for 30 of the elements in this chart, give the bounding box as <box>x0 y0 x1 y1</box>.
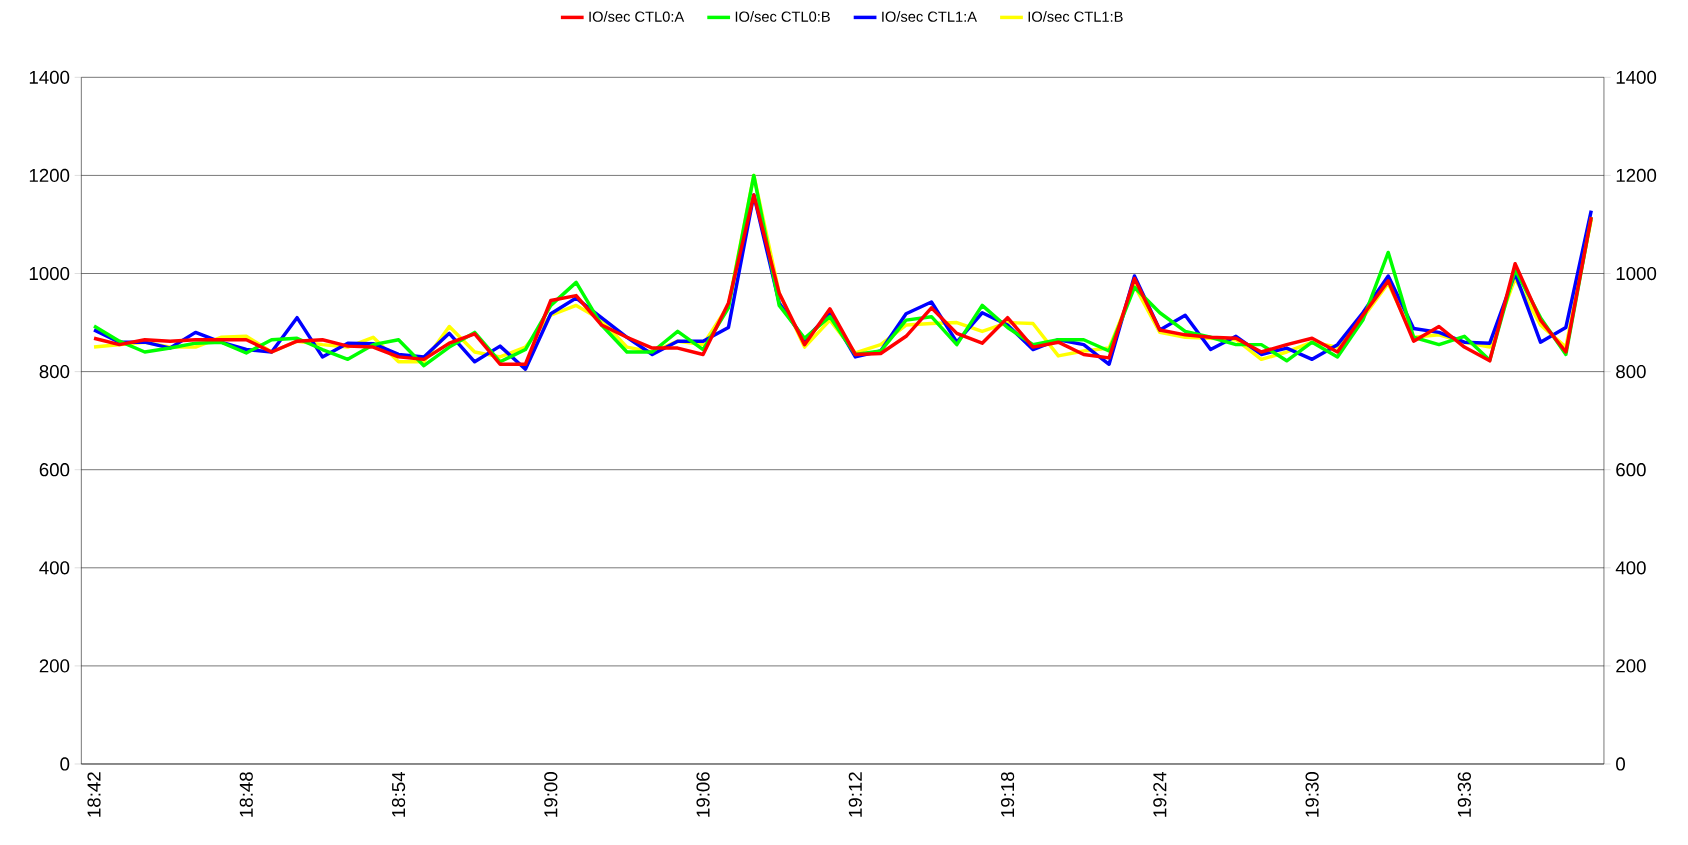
y-tick-label: 400 <box>39 561 70 575</box>
x-tick-label: 19:12 <box>848 772 862 817</box>
y2-tick-label: 800 <box>1616 364 1646 379</box>
y2-tick-label: 0 <box>1616 757 1625 771</box>
y2-tick-label: 1400 <box>1616 70 1657 84</box>
x-tick-label: 19:18 <box>1000 772 1015 817</box>
y2-tick-label: 200 <box>1616 659 1646 673</box>
y-tick-label: 0 <box>60 757 70 771</box>
y2-tick-label: 400 <box>1615 561 1646 575</box>
x-tick-label: 19:06 <box>696 772 710 817</box>
x-tick-label: 18:42 <box>87 772 101 817</box>
y-tick-label: 200 <box>39 659 70 673</box>
legend-label: IO/sec CTL1:A <box>882 10 977 22</box>
legend-label: IO/sec CTL0:A <box>589 10 685 22</box>
y-tick-label: 1000 <box>29 266 70 280</box>
legend-label: IO/sec CTL0:B <box>735 10 830 22</box>
x-tick-label: 18:48 <box>239 772 253 817</box>
y2-tick-label: 1000 <box>1616 266 1657 280</box>
legend-label: IO/sec CTL1:B <box>1028 10 1123 22</box>
x-tick-label: 19:24 <box>1153 771 1167 817</box>
y-tick-label: 1400 <box>29 70 70 84</box>
x-tick-label: 18:54 <box>391 771 406 817</box>
y2-tick-label: 600 <box>1616 462 1646 477</box>
x-tick-label: 19:30 <box>1305 771 1319 817</box>
x-tick-label: 19:00 <box>544 771 558 817</box>
y2-tick-label: 1200 <box>1616 168 1657 182</box>
x-tick-label: 19:36 <box>1457 772 1471 817</box>
y-tick-label: 600 <box>39 462 70 477</box>
y-tick-label: 1200 <box>29 168 70 182</box>
y-tick-label: 800 <box>39 364 70 379</box>
